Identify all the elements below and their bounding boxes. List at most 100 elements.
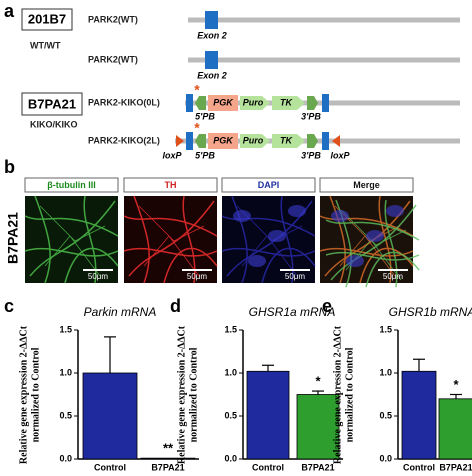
x-tick-label: Control xyxy=(94,462,126,472)
nucleus xyxy=(268,230,286,242)
line-box xyxy=(21,92,83,116)
bar xyxy=(401,370,437,460)
pb-label: 3'PB xyxy=(301,111,321,121)
significance: ** xyxy=(163,441,174,456)
loxp-label: loxP xyxy=(330,150,350,160)
pb-end xyxy=(195,96,206,110)
bar xyxy=(246,370,290,460)
construct: PARK2-KIKO(0L) PGK Puro TK * 5'PB 3'PB xyxy=(88,82,460,121)
bar xyxy=(140,457,196,460)
channel-label: DAPI xyxy=(258,180,280,190)
scale-label: 50μm xyxy=(285,272,306,281)
pb-label: 5'PB xyxy=(195,111,215,121)
panel-label: d xyxy=(170,296,181,316)
channel-header xyxy=(24,177,119,193)
mutation-star: * xyxy=(194,82,200,98)
pgk-label: PGK xyxy=(213,135,234,145)
y-axis-label: Relative gene expression 2-ΔΔCt xyxy=(18,325,29,464)
line-name: B7PA21 xyxy=(28,96,76,111)
y-tick-label: 1.0 xyxy=(224,367,237,377)
x-tick-label: Control xyxy=(252,462,284,472)
bar xyxy=(438,398,472,460)
puro xyxy=(240,96,270,110)
loxp-label: loxP xyxy=(162,150,182,160)
channel-label: β-tubulin III xyxy=(47,180,95,190)
y-axis-label: Relative gene expression 2-ΔΔCt xyxy=(176,325,187,464)
y-tick-label: 0.0 xyxy=(59,453,72,463)
nucleus xyxy=(248,255,266,267)
exon xyxy=(322,94,329,112)
x-tick-label: B7PA21 xyxy=(151,462,184,472)
y-axis-label: Relative gene expression 2-ΔΔCt xyxy=(332,325,343,464)
channel-label: Merge xyxy=(353,180,380,190)
exon-label: Exon 2 xyxy=(197,30,227,40)
construct-name: PARK2(WT) xyxy=(88,14,138,24)
construct-name: PARK2(WT) xyxy=(88,54,138,64)
panel-label: c xyxy=(4,296,14,316)
x-tick-label: B7PA21 xyxy=(301,462,334,472)
tk xyxy=(272,96,305,110)
tk xyxy=(272,134,305,148)
pb-label: 5'PB xyxy=(195,150,215,160)
x-tick-label: B7PA21 xyxy=(439,462,472,472)
pgk xyxy=(208,95,238,111)
nucleus xyxy=(346,255,364,267)
y-axis-label: normalized to Control xyxy=(30,347,41,442)
y-tick-label: 1.5 xyxy=(379,324,392,334)
nucleus xyxy=(288,205,306,217)
pb-end xyxy=(307,96,318,110)
genotype: KIKO/KIKO xyxy=(30,119,78,129)
y-axis-label: normalized to Control xyxy=(188,347,199,442)
puro xyxy=(240,134,270,148)
pb-label: 3'PB xyxy=(301,150,321,160)
exon xyxy=(186,94,193,112)
panel-label: b xyxy=(4,157,15,177)
exon xyxy=(186,132,193,150)
puro-label: Puro xyxy=(243,135,264,145)
y-tick-label: 0.0 xyxy=(379,453,392,463)
loxp xyxy=(332,135,340,147)
pgk xyxy=(208,133,238,149)
line-name: 201B7 xyxy=(28,11,66,26)
y-tick-label: 0.5 xyxy=(224,410,237,420)
pb-end xyxy=(195,134,206,148)
tk-label: TK xyxy=(280,97,293,107)
significance: * xyxy=(453,377,459,392)
panel-label: e xyxy=(322,296,332,316)
y-tick-label: 1.0 xyxy=(379,367,392,377)
nucleus xyxy=(386,205,404,217)
channel-label: TH xyxy=(165,180,177,190)
y-tick-label: 0.5 xyxy=(379,410,392,420)
mutation-star: * xyxy=(194,120,200,136)
row-label: B7PA21 xyxy=(5,212,21,264)
construct: PARK2(WT) Exon 2 xyxy=(88,11,460,40)
significance: * xyxy=(315,373,321,388)
genotype: WT/WT xyxy=(30,40,61,50)
exon xyxy=(205,11,218,29)
bar xyxy=(296,394,340,460)
tk-label: TK xyxy=(280,135,293,145)
scale-label: 50μm xyxy=(88,272,109,281)
puro-label: Puro xyxy=(243,97,264,107)
exon-label: Exon 2 xyxy=(197,70,227,80)
y-axis-label: normalized to Control xyxy=(344,347,355,442)
line-box xyxy=(21,8,73,31)
construct-name: PARK2-KIKO(0L) xyxy=(88,97,160,107)
x-tick-label: Control xyxy=(403,462,435,472)
exon xyxy=(322,132,329,150)
panel-label: a xyxy=(4,1,15,21)
bar xyxy=(82,372,138,460)
y-tick-label: 0.5 xyxy=(59,410,72,420)
construct: PARK2(WT) Exon 2 xyxy=(88,51,460,80)
y-tick-label: 1.0 xyxy=(59,367,72,377)
y-tick-label: 1.5 xyxy=(59,324,72,334)
nucleus xyxy=(331,210,349,222)
chart-title: Parkin mRNA xyxy=(84,305,157,319)
y-tick-label: 0.0 xyxy=(224,453,237,463)
nucleus xyxy=(233,210,251,222)
channel-header xyxy=(221,177,316,193)
scale-label: 50μm xyxy=(383,272,404,281)
construct-name: PARK2-KIKO(2L) xyxy=(88,135,160,145)
exon xyxy=(205,51,218,69)
